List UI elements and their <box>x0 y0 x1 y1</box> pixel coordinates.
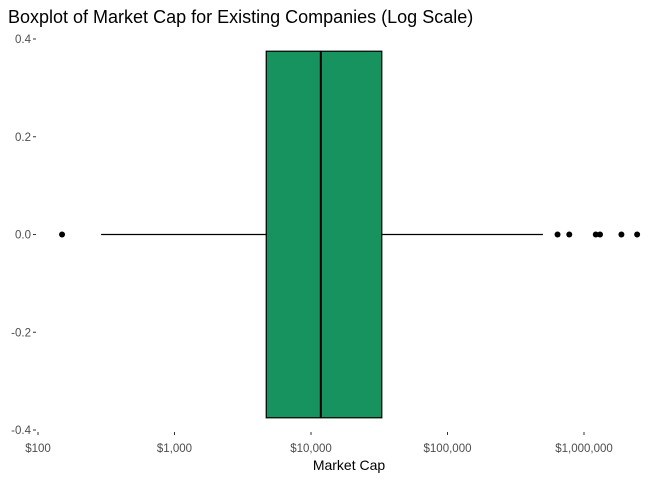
y-tick-label: -0.4 <box>11 425 31 437</box>
outlier-point <box>618 231 625 238</box>
y-axis: 0.4 0.2 0.0 -0.2 -0.4 <box>11 34 36 437</box>
y-tick-label: 0.2 <box>15 132 31 144</box>
outlier-point <box>592 231 599 238</box>
outlier-point <box>554 231 561 238</box>
x-axis-title: Market Cap <box>313 457 386 473</box>
y-tick-label: 0.4 <box>15 34 32 46</box>
box-iqr <box>265 50 383 419</box>
outlier-point <box>634 231 641 238</box>
x-tick-label: $100 <box>25 443 51 455</box>
outlier-point <box>566 231 573 238</box>
x-tick-label: $1,000,000 <box>555 443 613 455</box>
outlier-point <box>597 231 604 238</box>
x-tick-label: $10,000 <box>290 443 332 455</box>
x-tick-label: $100,000 <box>424 443 472 455</box>
x-axis: $100 $1,000 $10,000 $100,000 $1,000,000 <box>25 432 613 455</box>
outlier-group <box>59 231 641 238</box>
y-tick-label: -0.2 <box>11 327 31 339</box>
outlier-point <box>59 231 66 238</box>
chart-title: Boxplot of Market Cap for Existing Compa… <box>8 7 473 27</box>
x-tick-label: $1,000 <box>157 443 192 455</box>
box-group <box>101 50 543 419</box>
y-tick-label: 0.0 <box>15 230 31 242</box>
